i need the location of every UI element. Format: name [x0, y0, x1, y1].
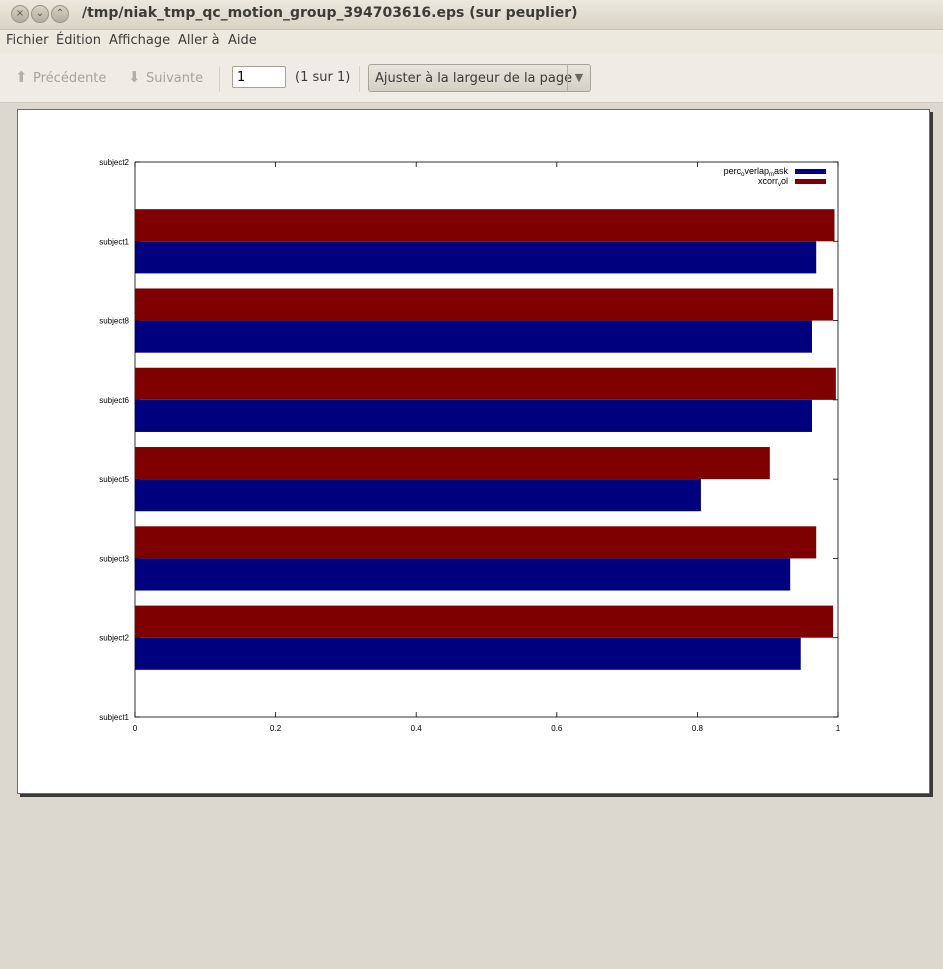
y-tick-label: subject3 — [99, 554, 129, 563]
y-tick-label: subject5 — [99, 475, 129, 484]
title-bar: × ⌄ ⌃ /tmp/niak_tmp_qc_motion_group_3947… — [0, 0, 943, 30]
menu-fichier[interactable]: Fichier — [6, 33, 49, 48]
page-number-input[interactable] — [232, 66, 286, 88]
arrow-up-icon: ⬆ — [15, 68, 28, 86]
plot-frame — [134, 161, 839, 718]
bar-perc_overlap_mask-subject6 — [135, 399, 812, 432]
menu-aide[interactable]: Aide — [228, 33, 257, 48]
y-tick-label: subject2 — [99, 634, 129, 643]
toolbar-separator — [219, 66, 220, 92]
bar-xcorr_vol-subject6 — [135, 367, 836, 400]
next-label: Suivante — [146, 71, 204, 86]
dropdown-arrow-icon[interactable]: ▼ — [567, 65, 590, 91]
bar-chart: 0 0.2 0.4 0.6 0.8 1 subject1 subject2 subject3 s… — [99, 158, 841, 733]
y-tick-label: subject1 — [99, 237, 129, 246]
next-button[interactable]: ⬇ Suivante — [128, 68, 203, 88]
document-page: 0 0.2 0.4 0.6 0.8 1 subject1 subject2 subject3 s… — [17, 109, 930, 794]
y-tick-label: subject1 — [99, 713, 129, 722]
menu-affichage[interactable]: Affichage — [109, 33, 171, 48]
bar-xcorr_vol-subject2 — [135, 605, 834, 638]
legend-swatch — [795, 179, 826, 184]
bar-xcorr_vol-subject1 — [135, 209, 835, 242]
bar-xcorr_vol-subject3 — [135, 526, 817, 559]
toolbar-separator — [359, 66, 360, 92]
minimize-icon[interactable]: ⌄ — [31, 5, 49, 23]
window-title: /tmp/niak_tmp_qc_motion_group_394703616.… — [82, 5, 578, 21]
bar-xcorr_vol-subject5 — [135, 447, 770, 480]
previous-label: Précédente — [33, 71, 107, 86]
x-tick-label: 0.2 — [270, 724, 282, 733]
bar-xcorr_vol-subject8 — [135, 288, 834, 321]
bar-perc_overlap_mask-subject2 — [135, 637, 801, 670]
previous-button[interactable]: ⬆ Précédente — [15, 68, 106, 88]
x-tick-label: 1 — [836, 724, 841, 733]
menu-bar: Fichier Édition Affichage Aller à Aide — [0, 30, 943, 54]
y-tick-label: subject6 — [99, 396, 129, 405]
y-tick-label: subject2 — [99, 158, 129, 167]
toolbar: ⬆ Précédente ⬇ Suivante (1 sur 1) Ajuster … — [0, 54, 943, 103]
zoom-label: Ajuster à la largeur de la page — [375, 71, 573, 86]
menu-edition[interactable]: Édition — [56, 33, 101, 48]
x-tick-label: 0 — [133, 724, 138, 733]
bar-perc_overlap_mask-subject1 — [135, 241, 817, 274]
x-tick-label: 0.4 — [411, 724, 423, 733]
bar-perc_overlap_mask-subject8 — [135, 320, 812, 353]
legend-label: percoverlapmask — [724, 166, 789, 178]
bar-perc_overlap_mask-subject3 — [135, 558, 791, 591]
legend-label: xcorrvol — [758, 176, 788, 188]
zoom-select[interactable]: Ajuster à la largeur de la page ▼ — [368, 64, 591, 92]
x-tick-label: 0.6 — [551, 724, 563, 733]
maximize-icon[interactable]: ⌃ — [51, 5, 69, 23]
close-icon[interactable]: × — [11, 5, 29, 23]
bar-perc_overlap_mask-subject5 — [135, 479, 701, 512]
legend-swatch — [795, 169, 826, 174]
arrow-down-icon: ⬇ — [128, 68, 141, 86]
y-tick-label: subject8 — [99, 317, 129, 326]
x-tick-label: 0.8 — [692, 724, 704, 733]
menu-aller-a[interactable]: Aller à — [178, 33, 220, 48]
page-count: (1 sur 1) — [295, 70, 351, 85]
